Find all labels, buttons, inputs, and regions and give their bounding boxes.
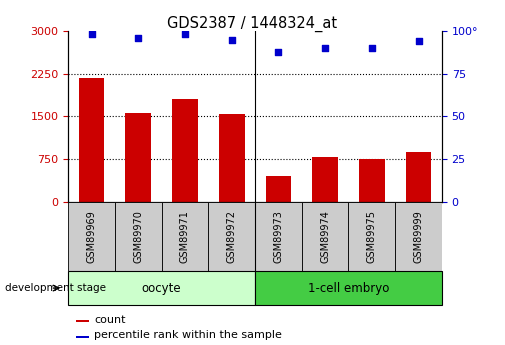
Text: GSM89972: GSM89972 — [227, 210, 237, 263]
Bar — [406, 152, 431, 202]
Bar — [162, 202, 209, 271]
Bar — [76, 320, 89, 322]
Bar — [219, 114, 244, 202]
Text: GSM89969: GSM89969 — [86, 210, 96, 263]
Point — [134, 35, 142, 41]
Bar — [359, 159, 385, 202]
Bar — [348, 202, 395, 271]
Text: count: count — [94, 315, 126, 325]
Text: GSM89970: GSM89970 — [133, 210, 143, 263]
Point — [87, 32, 95, 37]
Bar — [79, 78, 105, 202]
Text: GSM89973: GSM89973 — [273, 210, 283, 263]
Bar — [172, 99, 198, 202]
Bar — [115, 202, 162, 271]
Bar — [255, 202, 302, 271]
Text: GSM89974: GSM89974 — [320, 210, 330, 263]
Bar — [208, 202, 255, 271]
Bar — [302, 202, 348, 271]
Bar — [76, 336, 89, 338]
Bar — [312, 157, 338, 202]
Text: GSM89971: GSM89971 — [180, 210, 190, 263]
Bar — [125, 113, 151, 202]
Point — [228, 37, 236, 42]
Text: development stage: development stage — [5, 283, 106, 293]
Bar — [68, 271, 255, 305]
Point — [415, 39, 423, 44]
Point — [368, 45, 376, 51]
Text: GSM89975: GSM89975 — [367, 210, 377, 263]
Bar — [255, 271, 442, 305]
Bar — [266, 176, 291, 202]
Text: oocyte: oocyte — [142, 282, 181, 295]
Bar — [68, 202, 115, 271]
Text: percentile rank within the sample: percentile rank within the sample — [94, 331, 282, 341]
Point — [181, 32, 189, 37]
Text: 1-cell embryo: 1-cell embryo — [308, 282, 389, 295]
Point — [274, 49, 282, 54]
Point — [321, 45, 329, 51]
Bar — [395, 202, 442, 271]
Text: GSM89999: GSM89999 — [414, 210, 424, 263]
Text: GDS2387 / 1448324_at: GDS2387 / 1448324_at — [168, 16, 337, 32]
